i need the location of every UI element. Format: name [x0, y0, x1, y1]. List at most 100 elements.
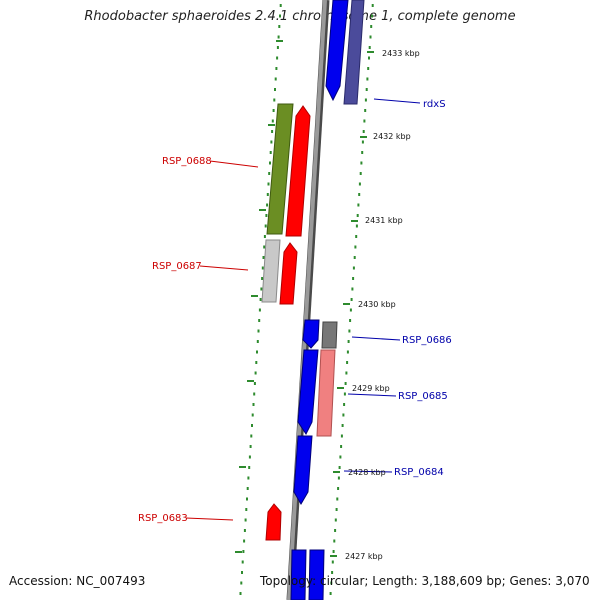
ring-dot: [335, 508, 338, 511]
ring-dot: [243, 529, 246, 532]
ring-dot: [245, 508, 248, 511]
gene-label-rsp0683[interactable]: RSP_0683: [138, 513, 188, 524]
ring-dot: [329, 592, 332, 595]
ring-dot: [278, 25, 281, 28]
leader-lines: [185, 98, 421, 521]
gene-blue-bottom-1: [290, 549, 307, 600]
gene-olive-rsp0688-partner: [266, 103, 294, 235]
gene-blue-bottom-2: [308, 549, 325, 600]
ring-dot: [340, 434, 343, 438]
ring-dot: [247, 476, 250, 480]
ring-dot: [271, 130, 274, 133]
ring-dot: [344, 382, 347, 385]
ring-dot: [346, 361, 349, 364]
ring-dot: [241, 560, 244, 564]
topology-label: Topology: circular; Length: 3,188,609 bp…: [260, 574, 590, 588]
scale-label: 2433 kbp: [382, 49, 420, 58]
ring-dot: [341, 424, 344, 427]
ring-dot: [349, 308, 352, 312]
backbone: [286, 0, 330, 600]
dotted-rings: [239, 4, 374, 595]
ring-dot: [279, 4, 282, 7]
ring-dot: [352, 266, 355, 270]
ring-dot: [264, 224, 267, 228]
ring-dot: [362, 130, 365, 133]
ring-dot: [365, 88, 368, 91]
gene-label-rsp0684[interactable]: RSP_0684: [394, 467, 444, 478]
leader-rsp0683: [185, 517, 234, 521]
scale-label: 2429 kbp: [352, 384, 390, 393]
scale-label: 2428 kbp: [348, 468, 386, 477]
ring-dot: [369, 35, 372, 39]
gene-label-rsp0685[interactable]: RSP_0685: [398, 391, 448, 402]
ring-dot: [260, 287, 263, 291]
scale-label: 2430 kbp: [358, 300, 396, 309]
ring-dot: [346, 350, 349, 354]
ring-dot: [274, 88, 276, 91]
gene-rsp0683-arrow: [265, 503, 282, 541]
ring-dot: [348, 329, 351, 333]
ring-dot: [244, 518, 247, 522]
ring-dot: [255, 361, 258, 364]
ring-dot: [331, 571, 334, 574]
ring-dot: [347, 340, 350, 343]
ring-dot: [337, 476, 340, 480]
ring-dot: [361, 140, 364, 144]
gene-label-rdxs[interactable]: rdxS: [423, 99, 446, 110]
ring-dot: [269, 161, 271, 165]
ring-dot: [361, 151, 364, 154]
ring-dot: [368, 56, 370, 60]
accession-label: Accession: NC_007493: [9, 574, 146, 588]
ring-dot: [253, 392, 256, 396]
ring-dot: [354, 245, 357, 249]
ring-dot: [339, 455, 342, 459]
backbone-line: [287, 0, 327, 600]
gene-blue-rsp0685-partner: [297, 349, 319, 435]
leader-rsp0686: [351, 336, 401, 341]
gene-label-rsp0686[interactable]: RSP_0686: [402, 335, 452, 346]
ring-dot: [355, 235, 358, 238]
gene-rsp0687-arrow: [279, 242, 298, 305]
ring-dot: [340, 445, 343, 448]
ring-dot: [253, 382, 256, 385]
ring-dot: [364, 109, 367, 112]
ring-dot: [349, 319, 352, 322]
ring-dot: [259, 298, 262, 301]
ring-dot: [333, 539, 336, 543]
map-title: Rhodobacter sphaeroides 2.4.1 chromosome…: [84, 9, 516, 24]
ring-dot: [256, 350, 258, 354]
ring-dot: [248, 466, 251, 469]
ring-dot: [240, 581, 243, 585]
ring-dot: [276, 46, 279, 49]
ring-dot: [262, 256, 265, 259]
gene-label-rsp0688[interactable]: RSP_0688: [162, 156, 212, 167]
ring-dot: [246, 497, 248, 501]
ring-dot: [242, 550, 245, 553]
ring-dot: [265, 214, 268, 217]
ring-dot: [332, 550, 335, 553]
scale-labels: 2433 kbp 2432 kbp 2431 kbp 2430 kbp 2429…: [345, 49, 420, 561]
gene-rsp0686: [321, 321, 338, 349]
ring-dot: [371, 4, 374, 7]
ring-dot: [266, 193, 269, 196]
scale-label: 2427 kbp: [345, 552, 383, 561]
ring-dot: [254, 371, 257, 375]
gene-rsp0688-arrow: [285, 105, 311, 237]
ring-dot: [258, 319, 261, 322]
ring-dot: [273, 98, 276, 102]
gene-rsp0685: [316, 349, 336, 437]
ring-dot: [345, 371, 348, 375]
scale-label: 2431 kbp: [365, 216, 403, 225]
ring-dot: [343, 403, 346, 406]
leader-rdxs: [373, 98, 421, 104]
leader-rsp0685: [347, 393, 397, 397]
gene-label-rsp0687[interactable]: RSP_0687: [152, 261, 202, 272]
ring-dot: [336, 497, 339, 501]
ring-dot: [370, 25, 373, 28]
ring-dot: [367, 67, 370, 70]
ring-dot: [358, 182, 361, 186]
ring-dot: [366, 77, 369, 81]
ring-dot: [268, 172, 271, 175]
forward-genes: [261, 103, 311, 541]
